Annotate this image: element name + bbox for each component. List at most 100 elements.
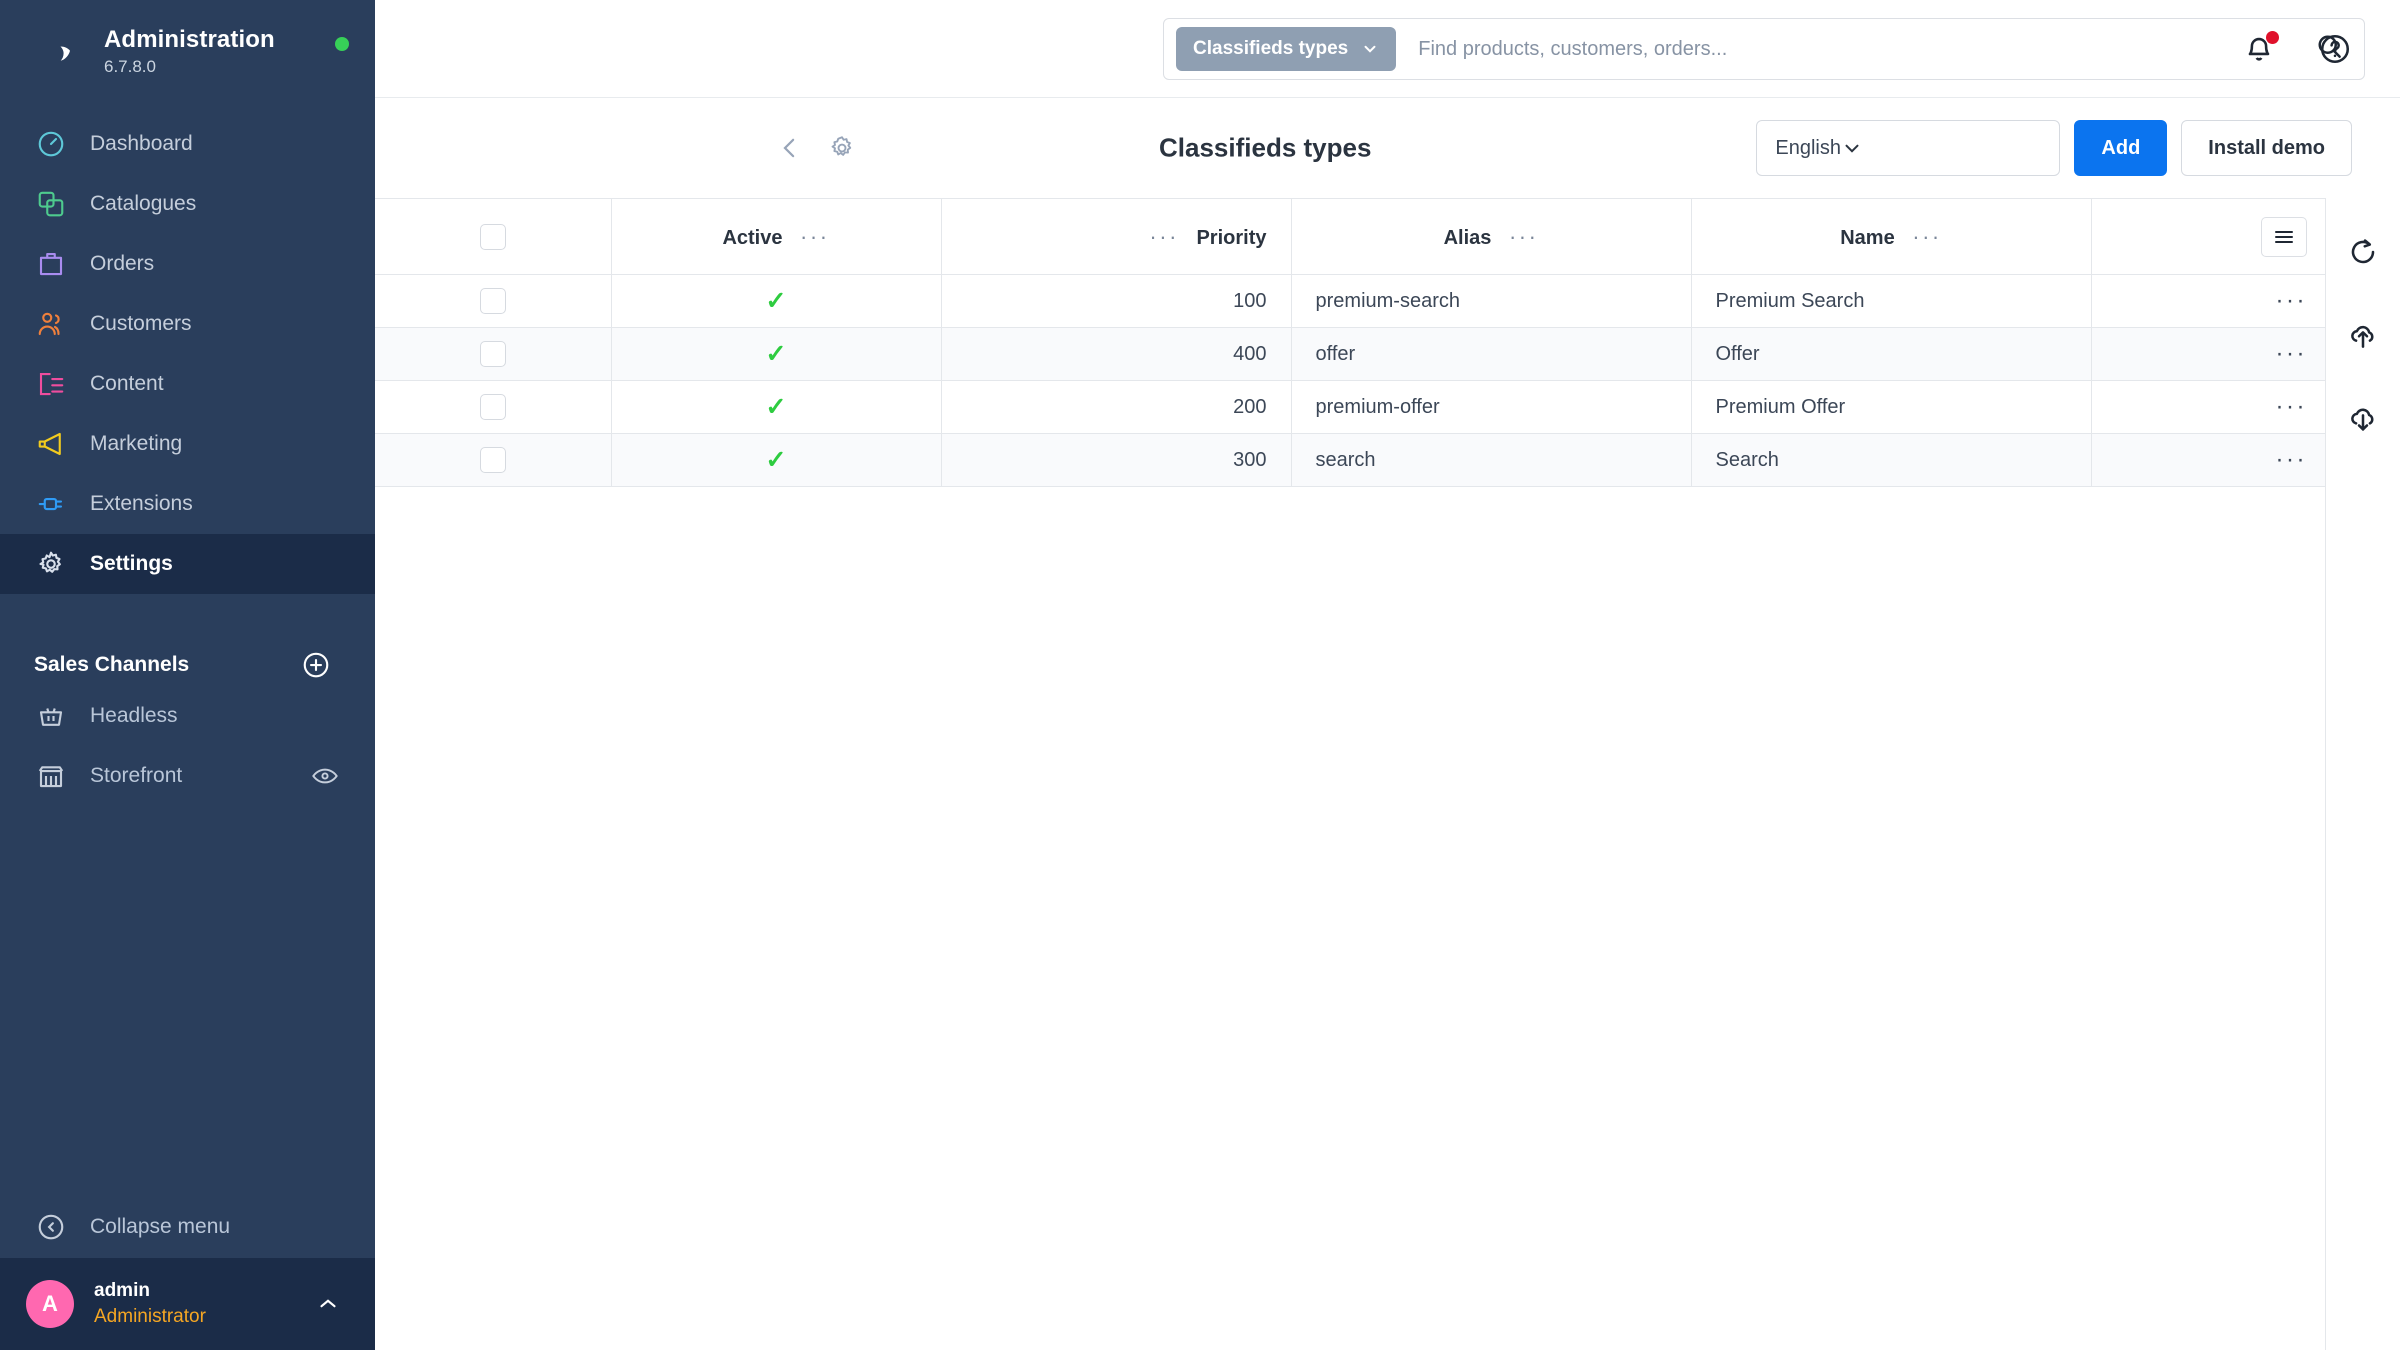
side-action-rail (2325, 198, 2400, 1350)
column-context-menu-icon[interactable]: ··· (1149, 223, 1179, 249)
table-row[interactable]: ✓ 300 search Search ··· (375, 433, 2331, 487)
chevron-left-circle-icon (34, 1210, 68, 1244)
users-icon (34, 307, 68, 341)
chevron-down-icon (1361, 40, 1379, 58)
row-priority-cell: 400 (941, 327, 1292, 381)
row-checkbox[interactable] (479, 394, 506, 420)
add-button[interactable]: Add (2074, 120, 2168, 176)
select-all-checkbox[interactable] (479, 223, 506, 250)
row-select-cell (375, 380, 612, 434)
row-context-menu-icon[interactable]: ··· (2275, 340, 2307, 367)
row-alias-cell: premium-offer (1291, 380, 1692, 434)
collapse-menu-button[interactable]: Collapse menu (0, 1196, 375, 1258)
search-input[interactable] (1418, 37, 2314, 61)
classifieds-types-table: Active ··· ··· Priority Alias ··· (375, 198, 2331, 487)
chevron-left-icon[interactable] (775, 133, 805, 163)
row-actions-cell: ··· (2091, 380, 2331, 434)
row-context-menu-icon[interactable]: ··· (2275, 287, 2307, 314)
brand-title: Administration (104, 26, 275, 53)
language-select[interactable]: English (1756, 120, 2061, 176)
row-name-cell: Offer (1691, 327, 2092, 381)
shopware-logo-icon (34, 28, 82, 76)
sidebar-item-content[interactable]: Content (0, 354, 375, 414)
row-context-menu-icon[interactable]: ··· (2275, 393, 2307, 420)
sidebar-item-storefront[interactable]: Storefront (0, 746, 375, 806)
row-select-cell (375, 274, 612, 328)
row-checkbox[interactable] (479, 341, 506, 367)
row-context-menu-icon[interactable]: ··· (2275, 446, 2307, 473)
sidebar-item-settings[interactable]: Settings (0, 534, 375, 594)
content-layout-icon (34, 367, 68, 401)
data-grid-area: Active ··· ··· Priority Alias ··· (375, 198, 2331, 1350)
chevron-down-icon (1841, 137, 1863, 159)
column-header-alias[interactable]: Alias ··· (1291, 198, 1692, 275)
sidebar-item-label: Dashboard (90, 132, 193, 155)
row-checkbox[interactable] (479, 447, 506, 473)
refresh-icon[interactable] (2347, 236, 2379, 268)
sidebar-item-label: Settings (90, 552, 173, 575)
main-area: Classifieds types (375, 0, 2400, 1350)
sidebar-item-catalogues[interactable]: Catalogues (0, 174, 375, 234)
main-navigation: Dashboard Catalogues Orders Customers (0, 114, 375, 594)
sidebar-item-label: Storefront (90, 764, 183, 787)
column-header-actions (2091, 198, 2331, 275)
column-header-priority[interactable]: ··· Priority (941, 198, 1292, 275)
column-header-priority-label: Priority (1196, 226, 1267, 249)
sidebar-item-extensions[interactable]: Extensions (0, 474, 375, 534)
active-check-icon: ✓ (765, 446, 787, 474)
column-header-active-label: Active (722, 226, 783, 249)
column-context-menu-icon[interactable]: ··· (800, 223, 830, 249)
plus-circle-icon[interactable] (301, 650, 331, 680)
shopping-bag-icon (34, 247, 68, 281)
search-scope-filter[interactable]: Classifieds types (1176, 27, 1397, 71)
list-lines-icon[interactable] (2261, 216, 2307, 257)
sidebar-item-label: Catalogues (90, 192, 197, 215)
brand-header: Administration 6.7.8.0 (0, 0, 375, 92)
active-check-icon: ✓ (765, 287, 787, 315)
page-title: Classifieds types (1159, 132, 1372, 163)
notification-badge (2266, 31, 2279, 44)
sidebar-item-label: Headless (90, 704, 178, 727)
table-header-row: Active ··· ··· Priority Alias ··· (375, 198, 2331, 275)
cloud-download-icon[interactable] (2347, 404, 2379, 436)
question-circle-icon[interactable] (2318, 32, 2352, 66)
row-actions-cell: ··· (2091, 327, 2331, 381)
language-select-value: English (1775, 136, 1842, 159)
table-row[interactable]: ✓ 100 premium-search Premium Search ··· (375, 274, 2331, 328)
row-active-cell: ✓ (611, 433, 942, 487)
column-header-active[interactable]: Active ··· (611, 198, 942, 275)
user-profile-menu[interactable]: A admin Administrator (0, 1258, 375, 1350)
sidebar-item-orders[interactable]: Orders (0, 234, 375, 294)
eye-icon[interactable] (311, 762, 339, 790)
chevron-up-icon[interactable] (315, 1291, 341, 1317)
install-demo-button[interactable]: Install demo (2181, 120, 2352, 176)
sidebar-item-customers[interactable]: Customers (0, 294, 375, 354)
sales-channels-section-header: Sales Channels (0, 644, 375, 686)
active-check-icon: ✓ (765, 340, 787, 368)
row-alias-cell: search (1291, 433, 1692, 487)
column-header-name[interactable]: Name ··· (1691, 198, 2092, 275)
row-active-cell: ✓ (611, 327, 942, 381)
notifications-button[interactable] (2242, 31, 2279, 66)
column-context-menu-icon[interactable]: ··· (1508, 223, 1539, 249)
cloud-upload-icon[interactable] (2347, 320, 2379, 352)
row-actions-cell: ··· (2091, 274, 2331, 328)
global-search-bar: Classifieds types (1163, 18, 2365, 80)
sidebar-item-marketing[interactable]: Marketing (0, 414, 375, 474)
plug-icon (34, 487, 68, 521)
row-alias-cell: premium-search (1291, 274, 1692, 328)
sidebar-item-label: Content (90, 372, 164, 395)
gear-icon[interactable] (827, 133, 857, 163)
sidebar-item-headless[interactable]: Headless (0, 686, 375, 746)
table-row[interactable]: ✓ 400 offer Offer ··· (375, 327, 2331, 381)
row-checkbox[interactable] (479, 288, 506, 314)
top-bar-actions (2242, 0, 2352, 98)
user-name: admin (94, 1280, 150, 1302)
sidebar-item-dashboard[interactable]: Dashboard (0, 114, 375, 174)
row-select-cell (375, 327, 612, 381)
table-row[interactable]: ✓ 200 premium-offer Premium Offer ··· (375, 380, 2331, 434)
row-priority-cell: 300 (941, 433, 1292, 487)
table-body: ✓ 100 premium-search Premium Search ··· … (375, 274, 2331, 487)
storefront-icon (34, 759, 68, 793)
column-context-menu-icon[interactable]: ··· (1912, 223, 1942, 249)
